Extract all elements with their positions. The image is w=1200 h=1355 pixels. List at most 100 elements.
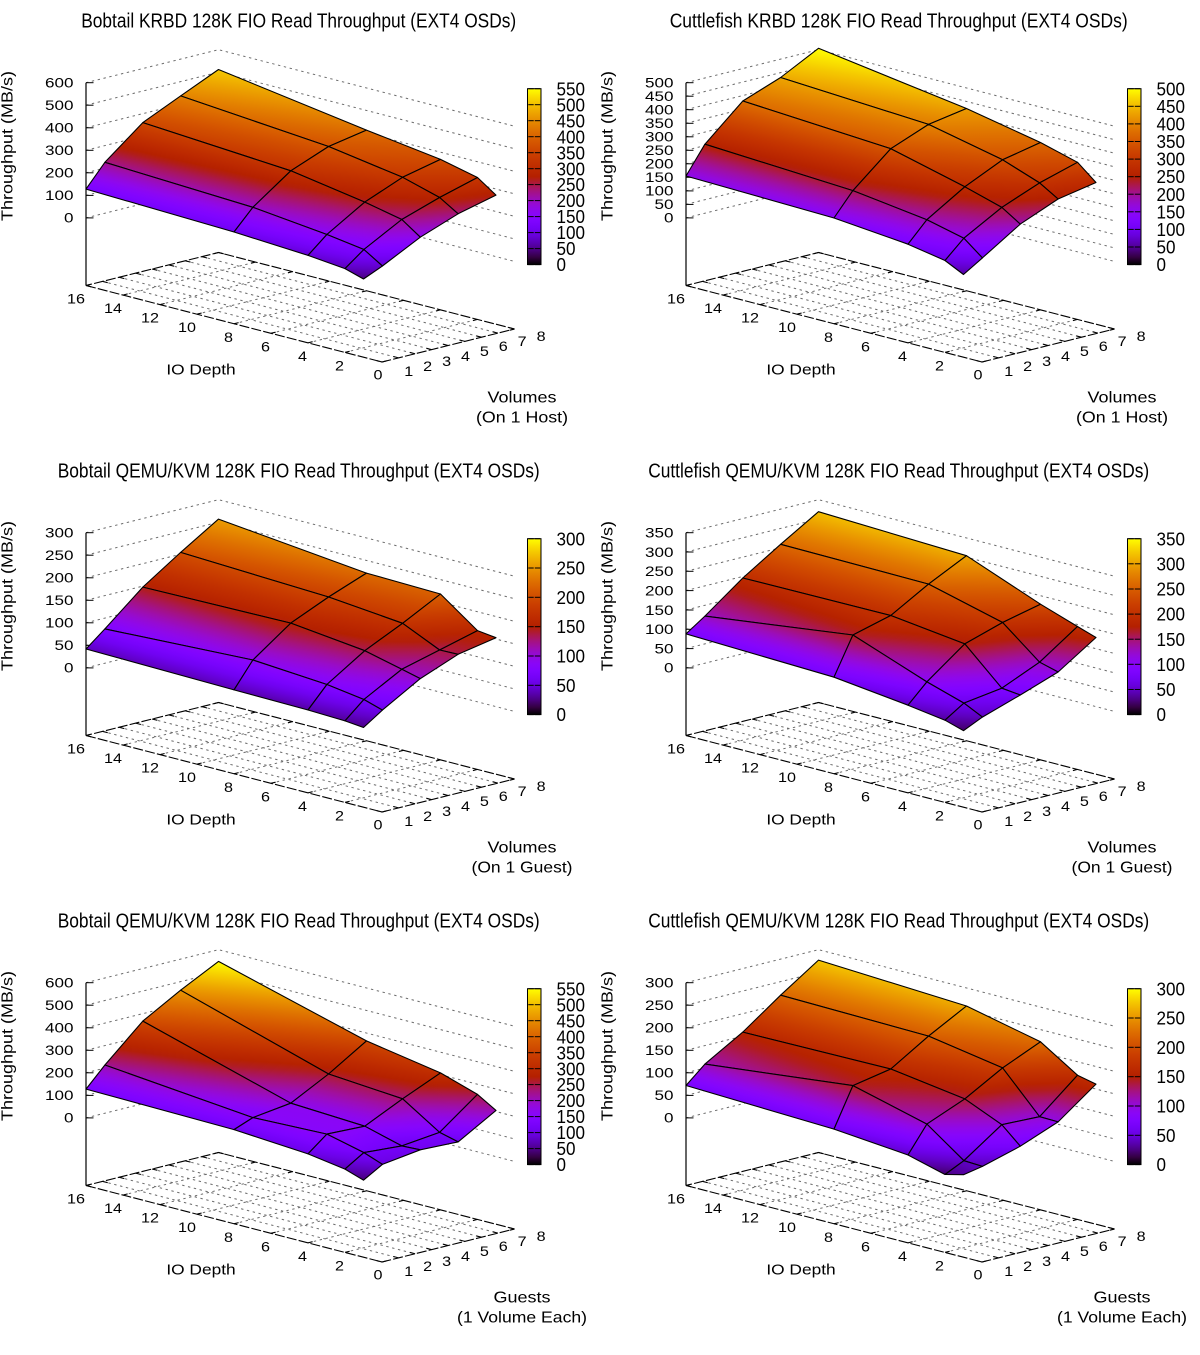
svg-text:250: 250: [45, 548, 74, 563]
svg-text:400: 400: [45, 1021, 74, 1036]
svg-text:200: 200: [45, 1066, 74, 1081]
svg-text:0: 0: [974, 1268, 983, 1283]
svg-text:14: 14: [104, 751, 122, 766]
svg-text:350: 350: [645, 526, 674, 541]
svg-text:Volumes: Volumes: [488, 390, 557, 407]
svg-text:4: 4: [461, 349, 470, 364]
svg-text:0: 0: [557, 704, 567, 725]
svg-text:IO Depth: IO Depth: [166, 813, 235, 829]
svg-text:100: 100: [45, 1088, 74, 1103]
svg-text:200: 200: [1157, 1037, 1186, 1058]
svg-text:Cuttlefish QEMU/KVM 128K FIO R: Cuttlefish QEMU/KVM 128K FIO Read Throug…: [648, 910, 1149, 933]
svg-text:300: 300: [645, 545, 674, 560]
svg-text:50: 50: [655, 197, 674, 212]
svg-text:IO Depth: IO Depth: [166, 1263, 235, 1279]
svg-text:5: 5: [1080, 344, 1089, 359]
svg-text:IO Depth: IO Depth: [766, 1263, 835, 1279]
svg-text:12: 12: [141, 1211, 159, 1226]
svg-text:4: 4: [298, 349, 307, 364]
svg-text:8: 8: [537, 1229, 546, 1244]
svg-text:200: 200: [45, 166, 74, 181]
svg-text:8: 8: [537, 779, 546, 794]
svg-text:300: 300: [1157, 978, 1186, 999]
svg-text:0: 0: [664, 1111, 674, 1126]
svg-text:350: 350: [557, 142, 586, 163]
svg-text:1: 1: [404, 1264, 413, 1279]
svg-text:0: 0: [974, 368, 983, 383]
svg-text:200: 200: [645, 1021, 674, 1036]
svg-text:4: 4: [1061, 1249, 1070, 1264]
svg-text:250: 250: [557, 174, 586, 195]
svg-text:8: 8: [224, 330, 233, 345]
svg-text:14: 14: [704, 301, 722, 316]
svg-text:250: 250: [645, 564, 674, 579]
svg-text:100: 100: [1157, 219, 1186, 240]
svg-text:(1 Volume Each): (1 Volume Each): [1057, 1310, 1187, 1327]
svg-text:Cuttlefish KRBD 128K FIO Read: Cuttlefish KRBD 128K FIO Read Throughput…: [670, 10, 1128, 33]
svg-text:4: 4: [898, 1249, 907, 1264]
svg-text:100: 100: [645, 184, 674, 199]
svg-text:550: 550: [557, 78, 586, 99]
svg-text:0: 0: [1157, 254, 1167, 275]
svg-text:300: 300: [645, 976, 674, 991]
svg-text:7: 7: [518, 784, 527, 799]
svg-text:IO Depth: IO Depth: [166, 363, 235, 379]
svg-text:10: 10: [778, 770, 796, 785]
svg-text:14: 14: [704, 1201, 722, 1216]
svg-text:2: 2: [335, 1258, 344, 1273]
svg-text:100: 100: [645, 622, 674, 637]
svg-text:150: 150: [557, 616, 586, 637]
svg-text:Bobtail QEMU/KVM 128K FIO Read: Bobtail QEMU/KVM 128K FIO Read Throughpu…: [58, 910, 540, 933]
svg-text:0: 0: [64, 211, 74, 226]
svg-text:600: 600: [45, 976, 74, 991]
svg-text:450: 450: [645, 89, 674, 104]
svg-text:250: 250: [557, 1074, 586, 1095]
svg-text:300: 300: [557, 1058, 586, 1079]
svg-text:6: 6: [499, 339, 508, 354]
svg-text:150: 150: [557, 1106, 586, 1127]
svg-text:8: 8: [537, 329, 546, 344]
svg-text:400: 400: [1157, 114, 1186, 135]
svg-text:100: 100: [45, 616, 74, 631]
svg-text:14: 14: [104, 301, 122, 316]
svg-text:10: 10: [178, 320, 196, 335]
svg-text:0: 0: [557, 1154, 567, 1175]
svg-text:0: 0: [374, 818, 383, 833]
svg-text:500: 500: [1157, 78, 1186, 99]
svg-text:12: 12: [141, 311, 159, 326]
svg-text:350: 350: [645, 116, 674, 131]
svg-text:6: 6: [261, 339, 270, 354]
svg-text:400: 400: [557, 1026, 586, 1047]
svg-text:3: 3: [442, 354, 451, 369]
svg-text:8: 8: [1137, 329, 1146, 344]
svg-text:10: 10: [178, 1220, 196, 1235]
svg-text:500: 500: [45, 98, 74, 113]
svg-text:150: 150: [645, 603, 674, 618]
svg-text:1: 1: [1004, 1264, 1013, 1279]
svg-text:600: 600: [45, 76, 74, 91]
svg-text:350: 350: [1157, 528, 1186, 549]
svg-text:300: 300: [1157, 553, 1186, 574]
svg-text:8: 8: [824, 330, 833, 345]
svg-text:350: 350: [557, 1042, 586, 1063]
svg-text:12: 12: [741, 311, 759, 326]
svg-text:500: 500: [557, 994, 586, 1015]
svg-text:3: 3: [442, 1254, 451, 1269]
svg-text:1: 1: [1004, 364, 1013, 379]
svg-text:50: 50: [557, 238, 576, 259]
svg-text:7: 7: [1118, 334, 1127, 349]
svg-text:16: 16: [667, 1192, 685, 1207]
svg-text:1: 1: [404, 364, 413, 379]
svg-text:250: 250: [645, 998, 674, 1013]
svg-text:0: 0: [664, 661, 674, 676]
svg-text:7: 7: [518, 334, 527, 349]
svg-text:150: 150: [1157, 1066, 1186, 1087]
svg-text:50: 50: [557, 1138, 576, 1159]
svg-text:150: 150: [645, 170, 674, 185]
svg-text:50: 50: [655, 641, 674, 656]
svg-text:10: 10: [178, 770, 196, 785]
svg-text:1: 1: [404, 814, 413, 829]
svg-text:6: 6: [861, 339, 870, 354]
svg-text:8: 8: [824, 780, 833, 795]
svg-text:200: 200: [645, 583, 674, 598]
